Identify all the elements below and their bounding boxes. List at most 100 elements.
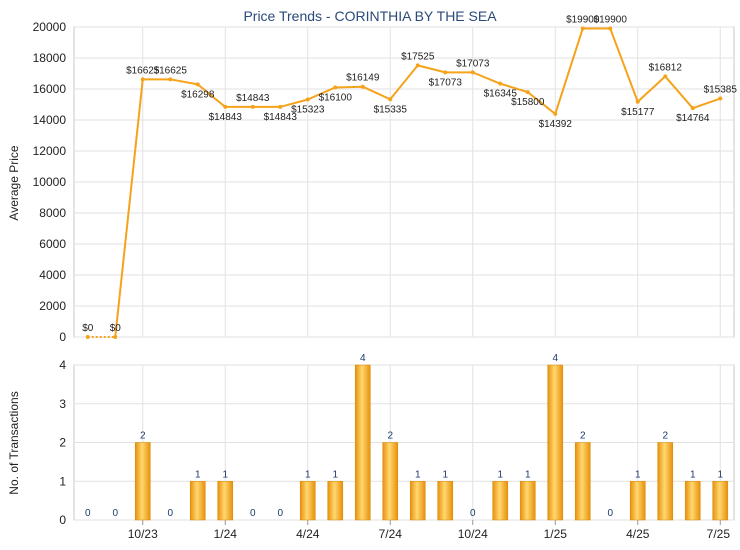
y-tick-label: 18000 bbox=[33, 51, 67, 65]
transaction-count-label: 2 bbox=[387, 431, 393, 442]
transaction-bar bbox=[383, 443, 398, 521]
line-point bbox=[86, 335, 90, 339]
transaction-count-label: 0 bbox=[250, 508, 256, 519]
y-tick-label: 12000 bbox=[33, 144, 67, 158]
transaction-count-label: 0 bbox=[277, 508, 283, 519]
price-line-panel: 0 2000 4000 6000 8000 10000 12000 14000 16000 180… bbox=[33, 15, 738, 344]
transaction-bar bbox=[355, 365, 370, 520]
y-axis-title-transactions: No. of Transactions bbox=[7, 391, 21, 494]
transaction-bar bbox=[658, 443, 673, 521]
y-tick-label: 4000 bbox=[39, 268, 66, 282]
transaction-bar bbox=[218, 481, 233, 520]
y-tick-label: 10000 bbox=[33, 175, 67, 189]
line-point bbox=[498, 82, 502, 86]
chart-title: Price Trends - CORINTHIA BY THE SEA bbox=[243, 8, 497, 24]
line-point bbox=[278, 105, 282, 109]
transaction-count-label: 4 bbox=[360, 353, 366, 364]
line-point bbox=[306, 97, 310, 101]
price-data-label: $17525 bbox=[401, 51, 435, 62]
x-tick-label: 7/25 bbox=[707, 527, 731, 541]
y-tick-label: 4 bbox=[59, 358, 66, 372]
price-trends-chart: 0 2000 4000 6000 8000 10000 12000 14000 16000 180… bbox=[0, 0, 740, 550]
transaction-bar bbox=[438, 481, 453, 520]
price-data-label: $14764 bbox=[676, 113, 710, 124]
transaction-bar bbox=[493, 481, 508, 520]
x-tick-label: 4/25 bbox=[626, 527, 650, 541]
price-data-label: $14392 bbox=[539, 119, 573, 130]
transaction-count-label: 2 bbox=[140, 431, 146, 442]
y-tick-label: 6000 bbox=[39, 237, 66, 251]
price-data-label: $0 bbox=[110, 323, 122, 334]
transaction-bar bbox=[328, 481, 343, 520]
transaction-count-label: 0 bbox=[112, 508, 118, 519]
price-data-label: $19900 bbox=[594, 15, 628, 26]
line-point bbox=[691, 106, 695, 110]
transaction-count-label: 0 bbox=[470, 508, 476, 519]
y-tick-label: 16000 bbox=[33, 82, 67, 96]
x-tick-label: 1/24 bbox=[214, 527, 238, 541]
y-tick-label: 3 bbox=[59, 397, 66, 411]
transaction-count-label: 1 bbox=[222, 469, 228, 480]
line-point bbox=[168, 77, 172, 81]
transaction-bar bbox=[548, 365, 563, 520]
line-point bbox=[443, 70, 447, 74]
y-tick-label: 8000 bbox=[39, 206, 66, 220]
transaction-count-label: 0 bbox=[607, 508, 613, 519]
transaction-bar bbox=[685, 481, 700, 520]
transaction-count-label: 0 bbox=[85, 508, 91, 519]
price-data-label: $14843 bbox=[209, 112, 243, 123]
transaction-bar bbox=[300, 481, 315, 520]
price-data-label: $14843 bbox=[236, 93, 270, 104]
x-tick-label: 4/24 bbox=[296, 527, 320, 541]
transaction-count-label: 2 bbox=[662, 431, 668, 442]
transaction-bar bbox=[410, 481, 425, 520]
line-point bbox=[251, 105, 255, 109]
y-tick-label: 2000 bbox=[39, 299, 66, 313]
y-tick-label: 0 bbox=[59, 513, 66, 527]
line-point bbox=[718, 97, 722, 101]
line-point bbox=[526, 90, 530, 94]
line-point bbox=[581, 27, 585, 31]
price-data-label: $0 bbox=[82, 323, 94, 334]
line-point bbox=[196, 82, 200, 86]
transaction-count-label: 1 bbox=[305, 469, 311, 480]
transaction-bar bbox=[190, 481, 205, 520]
transaction-bar bbox=[520, 481, 535, 520]
x-tick-label: 10/24 bbox=[458, 527, 488, 541]
price-data-label: $16625 bbox=[154, 65, 188, 76]
transaction-count-label: 4 bbox=[552, 353, 558, 364]
price-data-label: $15323 bbox=[291, 104, 325, 115]
line-point bbox=[416, 63, 420, 67]
transaction-bar bbox=[575, 443, 590, 521]
price-data-label: $16149 bbox=[346, 73, 380, 84]
price-data-label: $15335 bbox=[374, 104, 408, 115]
price-data-label: $17073 bbox=[429, 77, 463, 88]
y-tick-label: 2 bbox=[59, 436, 66, 450]
price-data-label: $15385 bbox=[704, 85, 738, 96]
x-tick-label: 1/25 bbox=[544, 527, 568, 541]
y-tick-label: 1 bbox=[59, 474, 66, 488]
line-point bbox=[636, 100, 640, 104]
transaction-count-label: 1 bbox=[690, 469, 696, 480]
price-data-label: $16812 bbox=[649, 62, 683, 73]
y-axis-title-price: Average Price bbox=[7, 145, 21, 220]
transaction-count-label: 2 bbox=[580, 431, 586, 442]
transaction-count-label: 0 bbox=[167, 508, 173, 519]
line-point bbox=[361, 85, 365, 89]
transactions-bar-panel: 0 1 2 3 4 10/23 1/24 4/24 7/24 10/24 1/25 4/25 7/25 0… bbox=[59, 353, 734, 541]
transaction-count-label: 1 bbox=[525, 469, 531, 480]
line-point bbox=[608, 27, 612, 31]
transaction-bar bbox=[713, 481, 728, 520]
transaction-count-label: 1 bbox=[635, 469, 641, 480]
line-point bbox=[388, 97, 392, 101]
line-segment bbox=[335, 87, 363, 88]
x-tick-label: 7/24 bbox=[379, 527, 403, 541]
line-point bbox=[471, 70, 475, 74]
price-data-label: $16298 bbox=[181, 89, 215, 100]
y-tick-label: 14000 bbox=[33, 113, 67, 127]
price-data-label: $15800 bbox=[511, 97, 545, 108]
price-data-label: $17073 bbox=[456, 58, 490, 69]
line-point bbox=[553, 112, 557, 116]
y-tick-label: 20000 bbox=[33, 20, 67, 34]
transaction-bar bbox=[630, 481, 645, 520]
